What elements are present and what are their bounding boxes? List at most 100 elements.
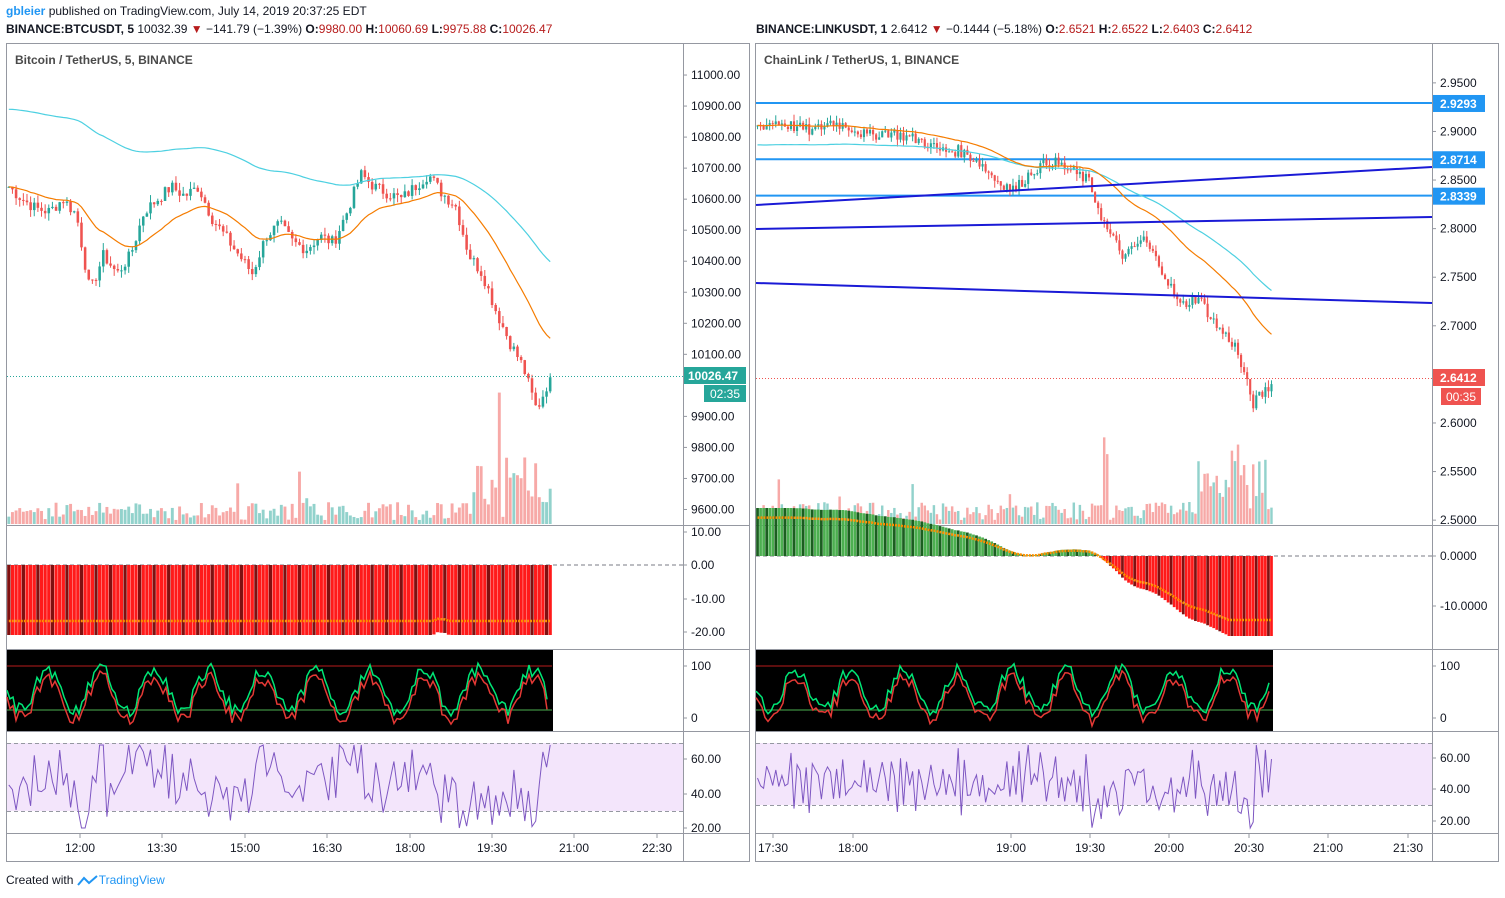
volume-bar bbox=[432, 515, 436, 524]
time-tick-label: 19:30 bbox=[477, 841, 507, 855]
candle-body bbox=[969, 154, 972, 161]
candle-body bbox=[214, 224, 218, 226]
volume-bar bbox=[1051, 502, 1054, 524]
candle-body bbox=[62, 202, 65, 204]
volume-bar bbox=[523, 457, 527, 524]
username[interactable]: gbleier bbox=[6, 4, 46, 18]
candle-body bbox=[389, 198, 392, 200]
tradingview-brand[interactable]: TradingView bbox=[98, 873, 165, 887]
momentum-bar bbox=[348, 565, 352, 635]
momentum-bar bbox=[886, 516, 890, 556]
volume-bar bbox=[1014, 505, 1018, 524]
candle-body bbox=[171, 182, 174, 193]
momentum-bar bbox=[174, 565, 178, 635]
momentum-bar bbox=[1023, 555, 1027, 556]
right-price: 2.6412 bbox=[890, 22, 928, 36]
left-chart[interactable]: Bitcoin / TetherUS, 5, BINANCE 11000.001… bbox=[6, 43, 750, 862]
level-badge: 2.9293 bbox=[1440, 97, 1477, 111]
volume-bar bbox=[1093, 505, 1097, 524]
momentum-bar bbox=[932, 524, 936, 556]
volume-bar bbox=[1175, 512, 1179, 524]
momentum-bar bbox=[823, 509, 826, 556]
momentum-bar bbox=[883, 516, 887, 556]
candle-body bbox=[392, 193, 396, 199]
candle-body bbox=[258, 257, 261, 268]
momentum-bar bbox=[61, 565, 65, 635]
right-o: 2.6521 bbox=[1058, 22, 1096, 36]
volume-bar bbox=[1075, 519, 1079, 524]
volume-bar bbox=[247, 506, 251, 524]
momentum-bar bbox=[159, 565, 164, 635]
momentum-bar bbox=[762, 508, 765, 556]
momentum-bar bbox=[43, 565, 47, 635]
candle-body bbox=[1057, 157, 1060, 165]
left-time-badge-bg bbox=[704, 385, 746, 402]
candle-body bbox=[832, 120, 835, 127]
candle-body bbox=[276, 221, 279, 226]
volume-bar bbox=[145, 513, 149, 524]
momentum-bar bbox=[996, 544, 1000, 556]
price-tick-label: 10800.00 bbox=[691, 130, 741, 144]
right-trendline-upper[interactable] bbox=[755, 166, 1433, 206]
left-change: −141.79 (−1.39%) bbox=[206, 22, 303, 36]
right-horizontal-levels[interactable]: 2.9293 2.8714 2.8339 bbox=[756, 94, 1485, 205]
candle-body bbox=[167, 187, 170, 193]
candle-body bbox=[1106, 220, 1109, 230]
candle-body bbox=[1109, 229, 1112, 234]
volume-bar bbox=[1008, 494, 1012, 524]
candle-body bbox=[774, 121, 777, 125]
momentum-bar bbox=[820, 509, 823, 556]
volume-bar bbox=[327, 502, 331, 524]
momentum-bar bbox=[896, 517, 899, 556]
momentum-bar bbox=[414, 565, 418, 635]
volume-bar bbox=[138, 504, 142, 524]
momentum-bar bbox=[1227, 556, 1231, 636]
momentum-bar bbox=[352, 565, 356, 635]
momentum-signal-line bbox=[757, 516, 1272, 622]
candle-body bbox=[25, 200, 29, 203]
momentum-bar bbox=[1078, 549, 1082, 556]
momentum-bar bbox=[902, 518, 905, 556]
candle-body bbox=[429, 176, 432, 182]
momentum-bar bbox=[254, 565, 258, 635]
volume-bar bbox=[1157, 505, 1161, 524]
candle-body bbox=[884, 130, 887, 132]
momentum-bar bbox=[475, 565, 480, 635]
momentum-bar bbox=[497, 565, 501, 635]
volume-bar bbox=[1036, 502, 1039, 524]
momentum-bar bbox=[421, 565, 425, 635]
momentum-bar bbox=[501, 565, 505, 635]
candle-body bbox=[1197, 297, 1200, 304]
left-c: 10026.47 bbox=[502, 22, 553, 36]
candle-body bbox=[254, 267, 258, 275]
volume-bar bbox=[7, 516, 11, 524]
candle-body bbox=[780, 123, 783, 126]
candle-body bbox=[1042, 159, 1045, 164]
candle-body bbox=[1191, 296, 1194, 305]
momentum-bar bbox=[1248, 556, 1252, 636]
momentum-bar bbox=[1002, 547, 1006, 556]
momentum-bar bbox=[841, 510, 845, 556]
right-trendline-lower[interactable] bbox=[755, 282, 1433, 304]
time-tick-label: 15:00 bbox=[230, 841, 260, 855]
volume-bar bbox=[1221, 496, 1225, 524]
candle-body bbox=[777, 121, 780, 126]
candle-body bbox=[1215, 318, 1218, 328]
momentum-bar bbox=[10, 565, 15, 635]
volume-bar bbox=[261, 509, 265, 524]
candle-body bbox=[981, 164, 984, 167]
right-trendline-middle[interactable] bbox=[755, 216, 1433, 230]
candle-body bbox=[374, 183, 378, 190]
volume-bar bbox=[868, 502, 872, 524]
volume-bar bbox=[407, 504, 410, 524]
candle-body bbox=[280, 220, 283, 222]
momentum-bar bbox=[1206, 556, 1209, 626]
momentum-bar bbox=[1184, 556, 1188, 617]
momentum-bar bbox=[1163, 556, 1167, 601]
right-chart[interactable]: ChainLink / TetherUS, 1, BINANCE 2.9500 2… bbox=[755, 43, 1499, 862]
momentum-bar bbox=[1151, 556, 1155, 593]
rsi-tick-label: 20.00 bbox=[1440, 814, 1470, 828]
candle-body bbox=[1130, 246, 1133, 249]
candle-body bbox=[1240, 354, 1243, 368]
